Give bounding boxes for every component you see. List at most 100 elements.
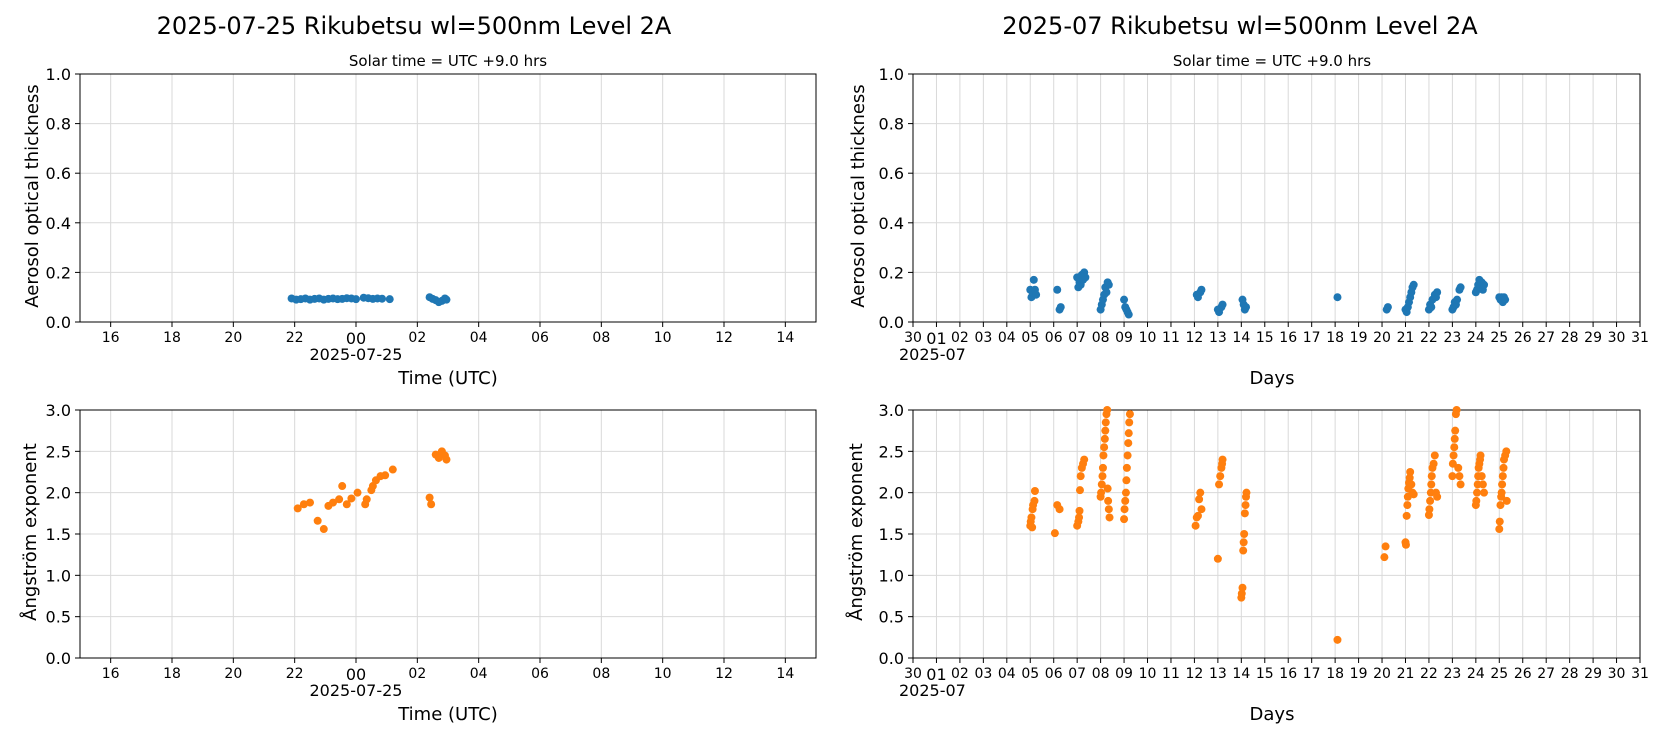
x-tick-label: 29 bbox=[1584, 666, 1602, 682]
data-point bbox=[388, 465, 397, 474]
data-point bbox=[1240, 509, 1249, 518]
y-tick-label: 0.2 bbox=[46, 263, 71, 282]
data-point bbox=[1478, 480, 1487, 489]
data-point bbox=[1448, 472, 1457, 481]
data-point bbox=[1193, 511, 1202, 520]
data-point bbox=[1409, 490, 1418, 499]
x-tick-label: 10 bbox=[1139, 330, 1157, 346]
data-point bbox=[1121, 488, 1130, 497]
y-tick-label: 0.4 bbox=[879, 214, 904, 233]
data-point bbox=[338, 482, 347, 491]
date-label-top-left: 2025-07-25 bbox=[310, 345, 403, 364]
data-point bbox=[1053, 285, 1062, 294]
x-tick-label: 21 bbox=[1397, 666, 1415, 682]
data-point bbox=[362, 495, 371, 504]
data-point bbox=[1502, 496, 1511, 505]
data-point bbox=[347, 494, 356, 503]
x-tick-label: 16 bbox=[1279, 666, 1297, 682]
data-point bbox=[1454, 463, 1463, 472]
x-tick-label: 10 bbox=[654, 666, 672, 682]
x-tick-label: 30 bbox=[904, 666, 922, 682]
data-point bbox=[1101, 426, 1110, 435]
x-tick-label: 30 bbox=[904, 330, 922, 346]
ylabel-aod-day: Aerosol optical thickness bbox=[22, 84, 43, 307]
data-point bbox=[1050, 529, 1059, 538]
x-tick-label: 16 bbox=[1279, 330, 1297, 346]
x-tick-label: 00 bbox=[346, 329, 366, 348]
x-tick-label: 09 bbox=[1115, 330, 1133, 346]
x-tick-label: 18 bbox=[1326, 666, 1344, 682]
y-tick-label: 0.5 bbox=[879, 608, 904, 627]
data-point bbox=[1407, 480, 1416, 489]
data-point bbox=[425, 493, 434, 502]
data-point bbox=[1076, 472, 1085, 481]
x-tick-label: 29 bbox=[1584, 330, 1602, 346]
x-tick-label: 01 bbox=[926, 329, 946, 348]
x-tick-label: 03 bbox=[974, 330, 992, 346]
data-point bbox=[1213, 554, 1222, 563]
data-point bbox=[1121, 496, 1130, 505]
data-point bbox=[1405, 473, 1414, 482]
x-tick-label: 08 bbox=[1092, 330, 1110, 346]
x-tick-label: 23 bbox=[1443, 330, 1461, 346]
x-tick-label: 09 bbox=[1115, 666, 1133, 682]
x-tick-label: 00 bbox=[346, 665, 366, 684]
y-tick-label: 2.0 bbox=[46, 484, 71, 503]
y-tick-label: 0.0 bbox=[46, 313, 71, 332]
x-tick-label: 22 bbox=[1420, 330, 1438, 346]
x-tick-label: 14 bbox=[1232, 666, 1250, 682]
data-point bbox=[1383, 303, 1392, 312]
y-tick-label: 0.0 bbox=[46, 649, 71, 668]
data-point bbox=[1097, 480, 1106, 489]
y-tick-label: 3.0 bbox=[879, 401, 904, 420]
data-point bbox=[1120, 295, 1129, 304]
x-tick-label: 17 bbox=[1303, 666, 1321, 682]
data-point bbox=[1477, 472, 1486, 481]
data-point bbox=[378, 294, 387, 303]
data-point bbox=[1238, 583, 1247, 592]
x-tick-label: 15 bbox=[1256, 330, 1274, 346]
x-tick-label: 17 bbox=[1303, 330, 1321, 346]
data-point bbox=[1476, 451, 1485, 460]
data-point bbox=[1453, 295, 1462, 304]
x-tick-label: 20 bbox=[1373, 330, 1391, 346]
data-point bbox=[306, 498, 314, 507]
data-point bbox=[1427, 472, 1436, 481]
x-tick-label: 24 bbox=[1467, 666, 1485, 682]
x-tick-label: 22 bbox=[1420, 666, 1438, 682]
xlabel-bottom-right: Days bbox=[1250, 704, 1295, 725]
data-point bbox=[1103, 406, 1112, 414]
data-point bbox=[1124, 429, 1133, 438]
data-point bbox=[1120, 505, 1129, 514]
data-point bbox=[1218, 300, 1227, 309]
data-point bbox=[1403, 501, 1412, 510]
data-point bbox=[319, 525, 328, 534]
x-tick-label: 22 bbox=[286, 330, 304, 346]
x-tick-label: 05 bbox=[1021, 666, 1039, 682]
data-point bbox=[1101, 418, 1110, 427]
data-point bbox=[1218, 455, 1227, 464]
x-tick-label: 15 bbox=[1256, 666, 1274, 682]
x-tick-label: 06 bbox=[1045, 666, 1063, 682]
data-point bbox=[442, 295, 451, 304]
x-tick-label: 02 bbox=[408, 666, 426, 682]
data-point bbox=[313, 516, 322, 525]
y-tick-label: 3.0 bbox=[46, 401, 71, 420]
data-point bbox=[1030, 496, 1039, 505]
x-tick-label: 26 bbox=[1514, 330, 1532, 346]
x-tick-label: 04 bbox=[998, 330, 1016, 346]
data-point bbox=[434, 453, 443, 462]
data-point bbox=[1498, 472, 1507, 481]
y-tick-label: 1.5 bbox=[46, 525, 71, 544]
x-tick-label: 04 bbox=[998, 666, 1016, 682]
x-tick-label: 20 bbox=[1373, 666, 1391, 682]
data-point bbox=[1027, 513, 1036, 522]
data-point bbox=[335, 495, 344, 504]
data-point bbox=[1480, 488, 1489, 497]
data-point bbox=[1425, 505, 1434, 514]
data-point bbox=[1401, 540, 1410, 549]
data-point bbox=[1056, 303, 1065, 312]
ylabel-aod-month: Aerosol optical thickness bbox=[848, 84, 869, 307]
x-tick-label: 12 bbox=[715, 666, 733, 682]
data-point bbox=[1098, 463, 1107, 472]
